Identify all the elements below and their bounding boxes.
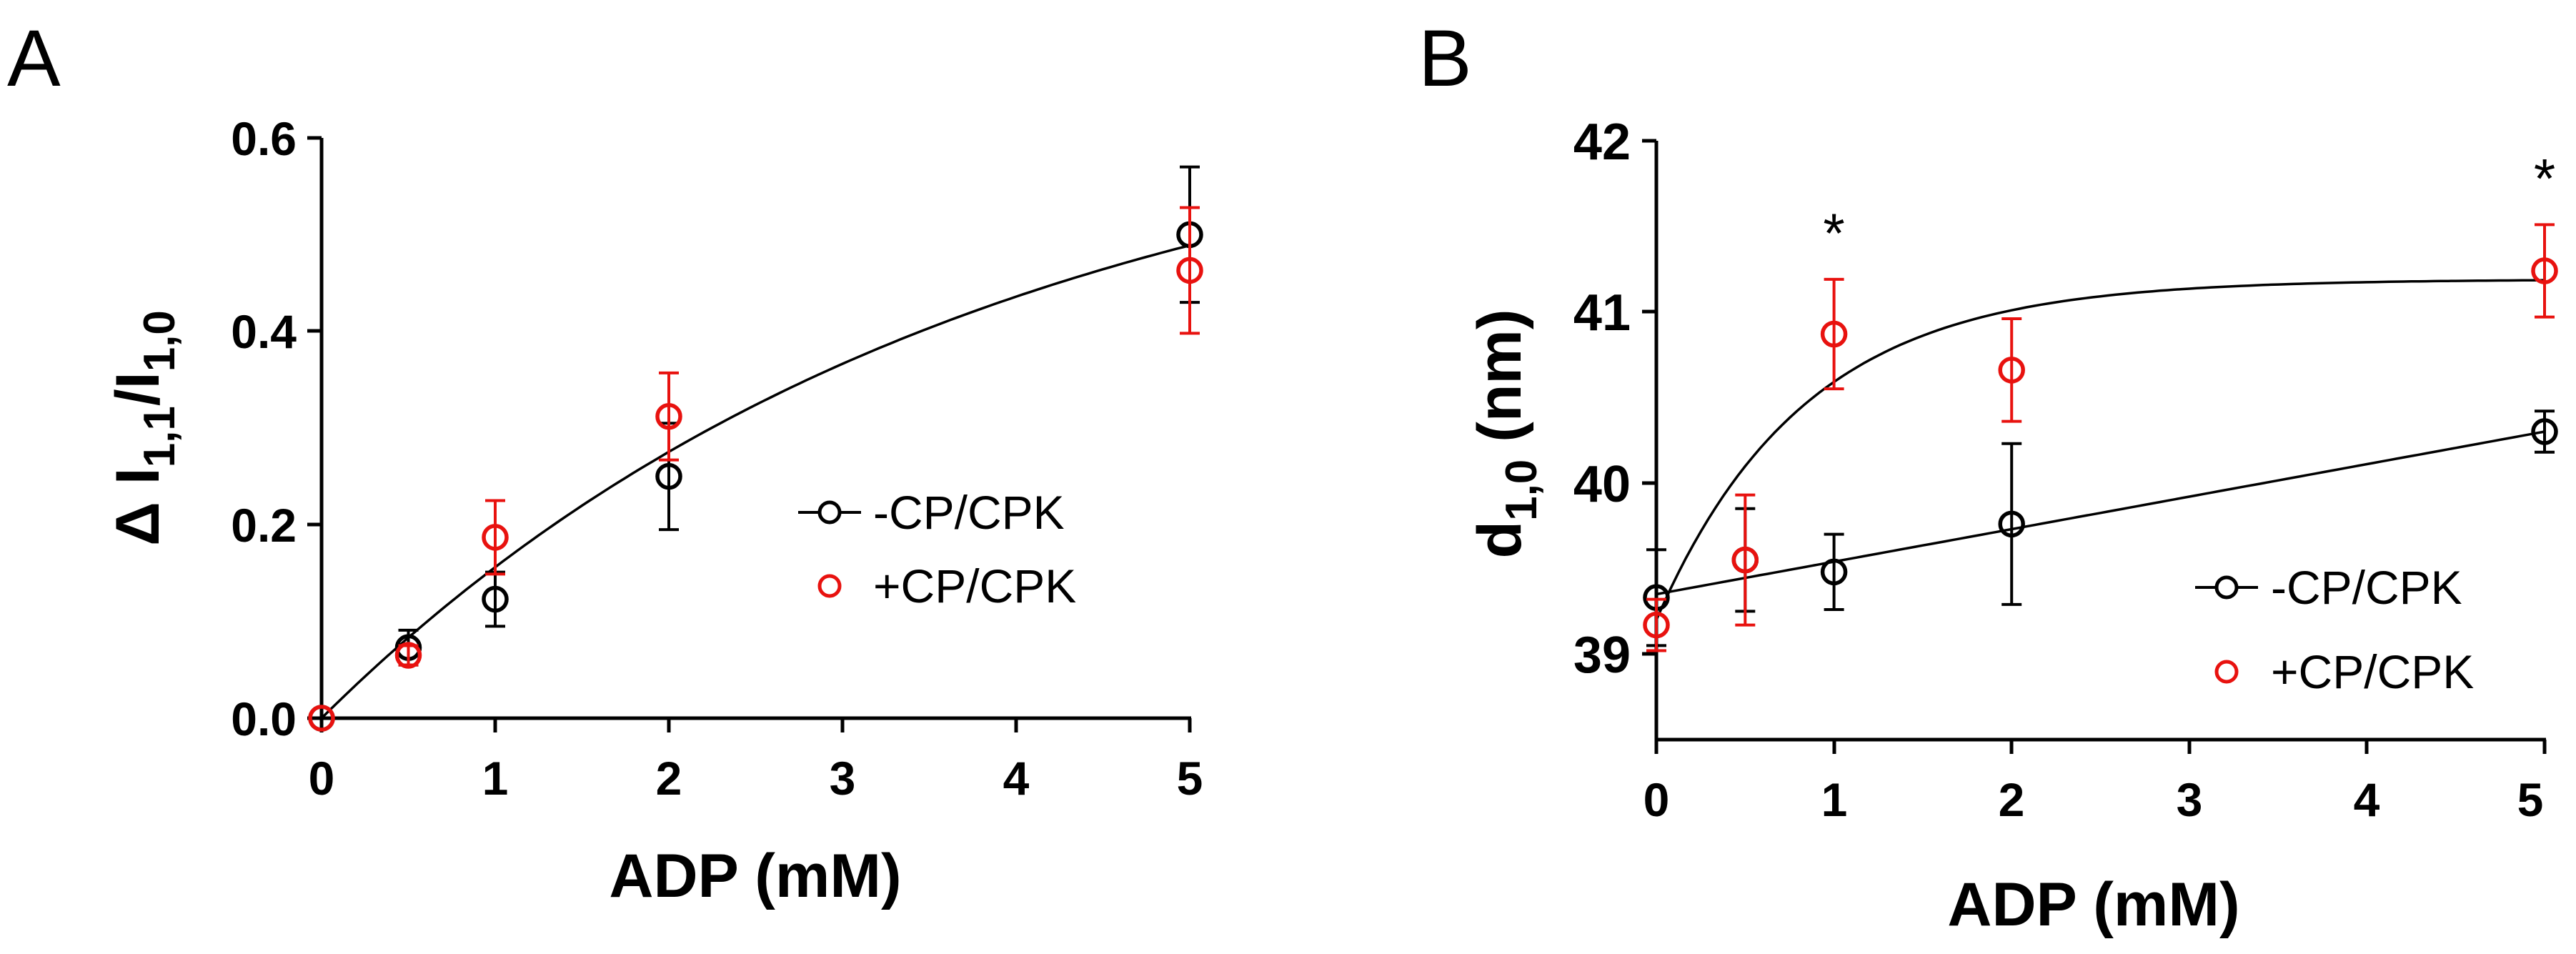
panel-a-plus-point [1176,206,1203,335]
panel-b-ylabel-main: d [1466,521,1534,559]
panel-a-ytick-label: 0.0 [231,692,297,745]
panel-b-ytick-label: 39 [1573,627,1631,684]
panel-a-plus-marker [394,642,422,669]
panel-b-plus-point [1998,317,2025,423]
panel-a-plus-marker [308,705,335,732]
panel-a-series-plus [308,206,1203,732]
panel-b-plus-marker [1998,357,2025,384]
panel-b: B 39 40 41 42 0 1 2 3 4 5 ADP (mM) d1,0 … [1418,14,2558,939]
panel-a-plus-point [655,371,682,462]
panel-b-plus-marker [2531,257,2558,284]
panel-b-minus-marker [2531,418,2558,445]
panel-a-minus-point [482,570,509,628]
panel-a-plus-marker [655,403,682,430]
panel-b-fit-line-minus [1656,430,2545,596]
panel-b-legend: -CP/CPK +CP/CPK [2195,561,2474,698]
panel-a-xtick-label: 5 [1177,752,1203,805]
panel-b-ytick-label: 41 [1573,284,1631,342]
panel-b-minus-point [1998,442,2025,606]
panel-a-minus-marker [482,585,509,613]
panel-b-xtick-label: 1 [1821,773,1848,826]
panel-b-plus-marker [1820,320,1848,348]
panel-a-fit-curve [320,244,1190,720]
panel-b-y-axis-title: d1,0 (nm) [1466,309,1546,559]
panel-a-legend: -CP/CPK +CP/CPK [798,486,1076,612]
panel-a-plus-point [308,705,335,732]
panel-b-xtick-label: 4 [2354,773,2380,826]
panel-a-legend-marker-minus [817,500,842,525]
panel-b-legend-marker-plus [2214,660,2239,684]
panel-b-plus-marker [1643,611,1670,639]
panel-b-xtick-label: 0 [1643,773,1670,826]
panel-b-legend-marker-minus [2214,575,2239,600]
panel-b-minus-marker [1820,558,1848,586]
panel-b-letter: B [1418,14,1472,103]
panel-b-significance-star: * [1823,202,1844,264]
panel-b-series-plus [1643,223,2558,652]
panel-b-plus-point [1643,597,1670,652]
panel-b-ytick-label: 42 [1573,114,1631,171]
panel-b-plus-point [1820,277,1848,391]
panel-b-minus-point [1820,532,1848,612]
panel-a-series-minus [308,165,1203,732]
panel-a-xtick-label: 3 [830,752,856,805]
panel-a-legend-label-plus: +CP/CPK [873,560,1076,612]
panel-a-ytick-label: 0.2 [231,499,297,552]
panel-a-ylabel-sub2: 1,0 [135,310,184,372]
panel-a-plus-marker [482,524,509,551]
panel-a-ytick-label: 0.6 [231,112,297,165]
panel-b-legend-label-plus: +CP/CPK [2271,645,2474,698]
panel-a-xtick-label: 4 [1003,752,1030,805]
panel-b-plus-marker [1731,546,1759,574]
panel-b-xtick-label: 2 [1999,773,2025,826]
panel-a-ytick-label: 0.4 [231,305,297,358]
panel-b-minus-marker [1998,510,2025,538]
panel-b-x-axis-title: ADP (mM) [1947,870,2239,939]
panel-b-fit-curve-plus [1655,279,2545,621]
panel-a-plus-point [482,499,509,576]
panel-b-xtick-label: 5 [2517,773,2544,826]
panel-a-xtick-label: 1 [482,752,509,805]
panel-b-minus-point [2531,409,2558,454]
panel-b-xtick-label: 3 [2177,773,2203,826]
panel-b-legend-label-minus: -CP/CPK [2271,561,2462,614]
panel-a-ylabel-mid: /I [104,372,172,406]
panel-a-xtick-label: 2 [656,752,682,805]
panel-a-minus-marker [655,462,682,490]
panel-a-xtick-label: 0 [309,752,335,805]
panel-a-x-axis-title: ADP (mM) [609,842,901,910]
panel-b-ylabel-unit: (nm) [1466,309,1534,459]
panel-b-ytick-label: 40 [1573,456,1631,513]
panel-a-plus-point [394,642,422,669]
panel-a-legend-marker-plus [817,574,842,598]
panel-a-ylabel-prefix: Δ I [104,467,172,546]
panel-a-letter: A [7,14,61,103]
panel-b-plus-point [1731,493,1759,627]
panel-a-y-axis-title: Δ I1,1/I1,0 [104,310,184,546]
panel-a-ylabel-sub1: 1,1 [135,406,184,467]
panel-a: A 0.0 0.2 0.4 0.6 0 1 2 3 4 5 ADP (mM) Δ… [7,14,1203,910]
panel-b-ylabel-sub: 1,0 [1497,459,1546,521]
panel-a-plus-marker [1176,257,1203,284]
panel-b-significance-star: * [2534,146,2555,209]
panel-a-legend-label-minus: -CP/CPK [873,486,1065,539]
panel-b-plus-point [2531,223,2558,319]
